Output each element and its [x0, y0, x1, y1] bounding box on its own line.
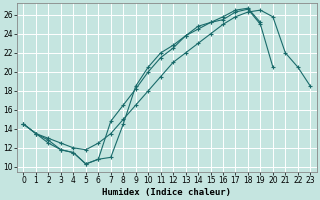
- X-axis label: Humidex (Indice chaleur): Humidex (Indice chaleur): [102, 188, 231, 197]
